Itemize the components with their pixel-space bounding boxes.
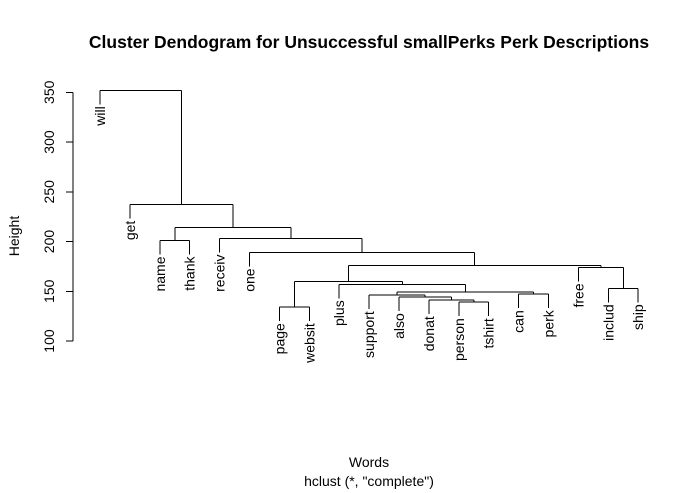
leaf-label-support: support bbox=[361, 311, 377, 358]
leaf-label-also: also bbox=[391, 313, 407, 339]
y-tick-label: 200 bbox=[41, 230, 57, 254]
leaf-label-person: person bbox=[451, 318, 467, 361]
leaf-label-donat: donat bbox=[421, 316, 437, 351]
leaf-label-ship: ship bbox=[630, 304, 646, 330]
leaf-label-name: name bbox=[152, 256, 168, 291]
leaf-label-tshirt: tshirt bbox=[481, 318, 497, 348]
leaf-label-can: can bbox=[511, 310, 527, 333]
y-tick-label: 150 bbox=[41, 279, 57, 303]
y-tick-label: 300 bbox=[41, 130, 57, 154]
chart-title: Cluster Dendogram for Unsuccessful small… bbox=[89, 32, 649, 52]
leaf-label-includ: includ bbox=[600, 304, 616, 341]
leaf-label-websit: websit bbox=[301, 323, 317, 364]
y-tick-label: 350 bbox=[41, 80, 57, 104]
leaf-label-perk: perk bbox=[541, 309, 557, 337]
leaf-label-will: will bbox=[92, 106, 108, 126]
y-axis: 100 150 200 250 300 350 bbox=[41, 80, 74, 353]
y-tick-label: 250 bbox=[41, 180, 57, 204]
leaf-label-receiv: receiv bbox=[212, 255, 228, 292]
leaf-label-free: free bbox=[570, 283, 586, 307]
x-axis-sublabel: hclust (*, "complete") bbox=[304, 473, 434, 489]
dendrogram-branches bbox=[99, 89, 639, 322]
leaf-label-thank: thank bbox=[182, 256, 198, 291]
leaf-label-plus: plus bbox=[331, 300, 347, 326]
leaf-label-get: get bbox=[122, 221, 138, 241]
y-axis-label: Height bbox=[6, 216, 22, 257]
leaf-label-page: page bbox=[271, 323, 287, 354]
y-tick-label: 100 bbox=[41, 329, 57, 353]
x-axis-label: Words bbox=[349, 454, 389, 470]
leaf-label-one: one bbox=[242, 268, 258, 292]
